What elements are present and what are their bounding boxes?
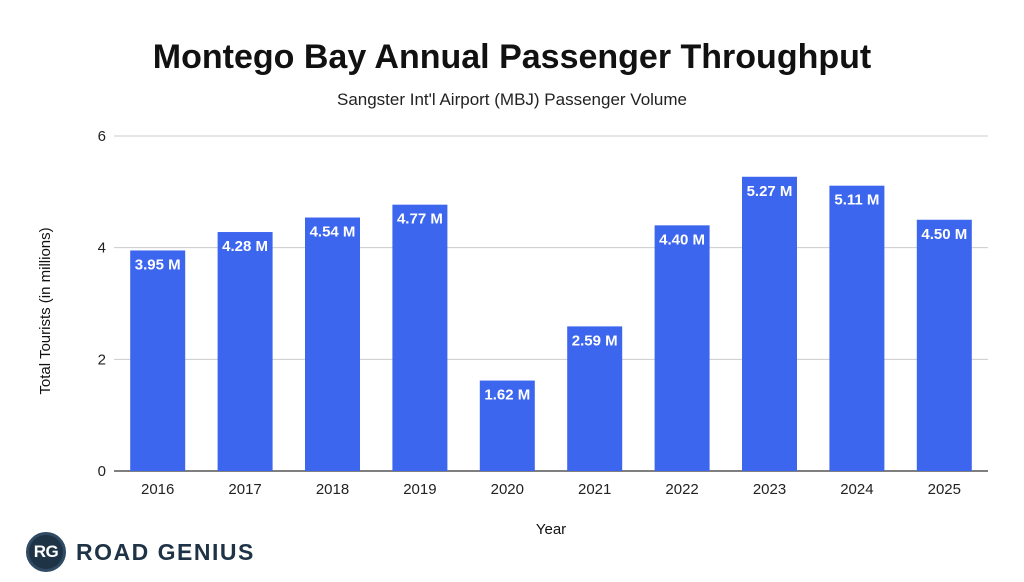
bar-2023 — [742, 176, 797, 471]
x-tick-labels: 2016 2017 2018 2019 2020 2021 2022 2023 2024 2025 — [141, 481, 961, 498]
data-label-2023: 5.27 M — [747, 183, 793, 200]
y-tick-label: 0 — [98, 463, 106, 480]
bar-2022 — [654, 225, 710, 471]
data-label-2021: 2.59 M — [572, 332, 618, 349]
bar-2019 — [392, 204, 448, 472]
x-tick-label: 2016 — [141, 481, 174, 498]
x-tick-label: 2025 — [928, 481, 961, 498]
bar-2020 — [479, 380, 535, 471]
bar-2018 — [305, 217, 360, 471]
y-tick-label: 2 — [98, 351, 106, 368]
y-axis-title: Total Tourists (in millions) — [37, 227, 54, 394]
x-tick-label: 2020 — [491, 481, 524, 498]
data-label-2020: 1.62 M — [484, 387, 530, 404]
chart-title: Montego Bay Annual Passenger Throughput — [152, 38, 872, 76]
x-tick-label: 2017 — [228, 481, 261, 498]
bar-2025 — [916, 219, 972, 471]
bar-2021 — [567, 326, 623, 471]
brand-name: ROAD GENIUS — [76, 538, 255, 565]
x-tick-label: 2022 — [665, 481, 698, 498]
data-label-2016: 3.95 M — [135, 256, 181, 273]
data-label-2024: 5.11 M — [834, 192, 879, 209]
data-label-2017: 4.28 M — [222, 238, 268, 255]
chart-subtitle: Sangster Int'l Airport (MBJ) Passenger V… — [336, 90, 687, 109]
bar-labels: 3.95 M 4.28 M 4.54 M 4.77 M 1.62 M 2.59 M 4.40… — [135, 183, 967, 404]
bar-2024 — [829, 185, 885, 472]
data-label-2018: 4.54 M — [310, 224, 356, 241]
data-label-2025: 4.50 M — [921, 226, 967, 243]
y-tick-label: 6 — [98, 128, 106, 145]
bar-2016 — [130, 250, 186, 471]
bars — [130, 176, 972, 472]
y-tick-label: 4 — [98, 240, 106, 257]
data-label-2019: 4.77 M — [397, 211, 443, 228]
brand-logo-icon: RG — [26, 532, 66, 572]
x-tick-label: 2024 — [840, 481, 873, 498]
y-tick-labels: 0 2 4 6 — [98, 128, 106, 480]
data-label-2022: 4.40 M — [659, 231, 705, 248]
brand-logo-lockup: RG ROAD GENIUS — [26, 529, 255, 575]
x-tick-label: 2023 — [753, 481, 786, 498]
bar-2017 — [217, 232, 273, 471]
x-tick-label: 2018 — [316, 481, 349, 498]
x-tick-label: 2019 — [403, 481, 436, 498]
x-axis-title: Year — [536, 521, 566, 538]
x-tick-label: 2021 — [578, 481, 611, 498]
